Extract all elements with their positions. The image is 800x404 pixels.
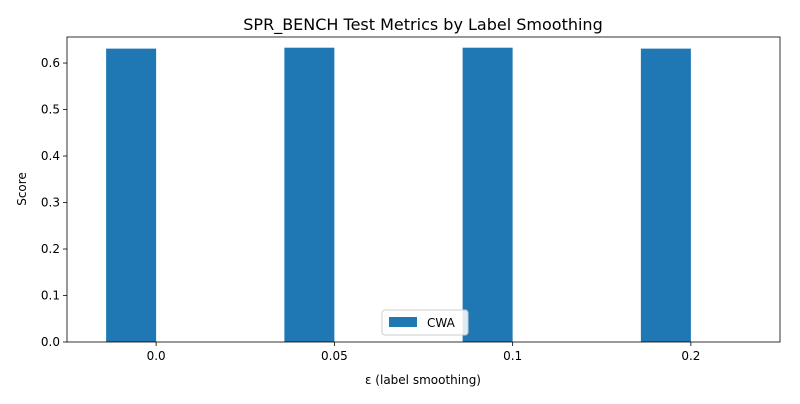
x-axis-label: ε (label smoothing)	[365, 373, 481, 387]
legend-swatch-cwa	[389, 317, 417, 327]
y-tick-label: 0.0	[41, 335, 60, 349]
x-tick-label: 0.0	[147, 349, 166, 363]
plot-frame	[66, 36, 781, 343]
bar-cwa-0.05	[284, 47, 335, 342]
x-tick-label: 0.05	[321, 349, 348, 363]
x-tick-label: 0.2	[681, 349, 700, 363]
bar-cwa-0.1	[462, 47, 513, 342]
y-tick-label: 0.3	[41, 196, 60, 210]
y-tick-label: 0.1	[41, 289, 60, 303]
y-axis-label: Score	[15, 172, 29, 206]
legend: CWA	[381, 309, 469, 336]
y-tick-label: 0.6	[41, 56, 60, 70]
legend-box	[381, 309, 469, 336]
plot-area: 0.0 0.1 0.2 0.3 0.4 0.5 0.6 0.0 0.05 0.1 0.2 CWA	[41, 36, 781, 363]
bar-cwa-0.2	[640, 48, 691, 342]
chart-title: SPR_BENCH Test Metrics by Label Smoothin…	[243, 15, 602, 35]
y-tick-label: 0.2	[41, 242, 60, 256]
y-tick-label: 0.5	[41, 103, 60, 117]
y-tick-label: 0.4	[41, 149, 60, 163]
bar-cwa-0.0	[106, 48, 157, 342]
legend-label-cwa: CWA	[427, 316, 456, 330]
x-tick-label: 0.1	[503, 349, 522, 363]
